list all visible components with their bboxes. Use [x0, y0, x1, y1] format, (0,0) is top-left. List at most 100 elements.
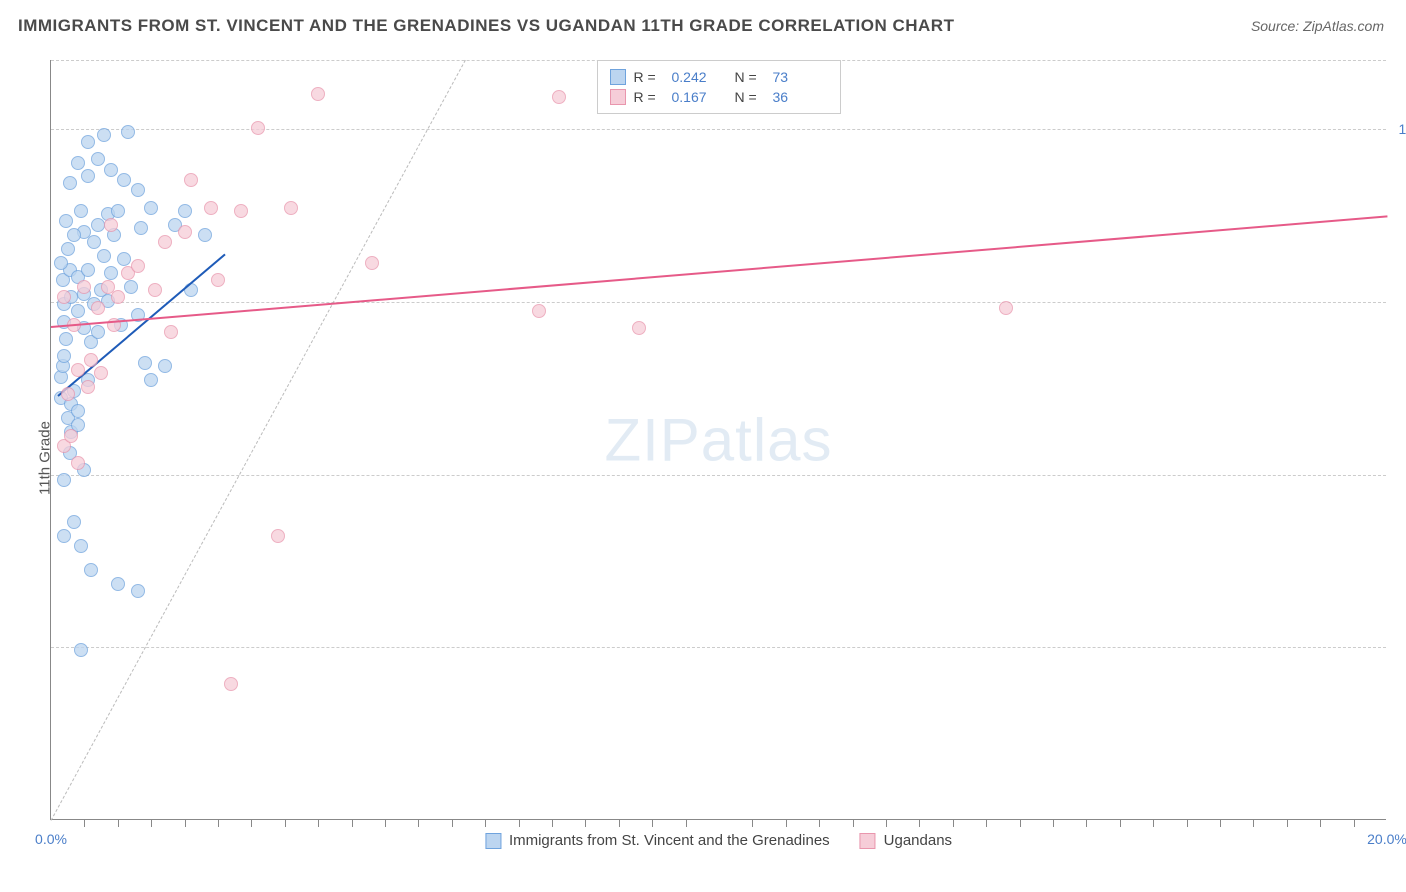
x-tick	[1086, 819, 1087, 827]
data-point	[87, 235, 101, 249]
x-tick	[585, 819, 586, 827]
x-tick	[886, 819, 887, 827]
y-tick-label: 85.0%	[1391, 639, 1406, 655]
data-point	[67, 228, 81, 242]
data-point	[74, 643, 88, 657]
data-point	[104, 266, 118, 280]
data-point	[57, 290, 71, 304]
legend-swatch	[610, 89, 626, 105]
data-point	[71, 456, 85, 470]
data-point	[54, 256, 68, 270]
data-point	[632, 321, 646, 335]
x-tick	[1120, 819, 1121, 827]
data-point	[57, 349, 71, 363]
data-point	[999, 301, 1013, 315]
x-tick	[352, 819, 353, 827]
data-point	[131, 259, 145, 273]
data-point	[111, 204, 125, 218]
data-point	[144, 201, 158, 215]
data-point	[61, 242, 75, 256]
plot-area: ZIPatlas R =0.242N =73R =0.167N =36 Immi…	[50, 60, 1386, 820]
gridline	[51, 302, 1386, 303]
data-point	[131, 183, 145, 197]
x-tick	[853, 819, 854, 827]
legend-n-label: N =	[735, 69, 765, 85]
x-tick	[686, 819, 687, 827]
data-point	[158, 359, 172, 373]
data-point	[74, 204, 88, 218]
data-point	[91, 301, 105, 315]
data-point	[234, 204, 248, 218]
x-tick	[1320, 819, 1321, 827]
data-point	[97, 128, 111, 142]
legend-label: Immigrants from St. Vincent and the Gren…	[509, 832, 830, 849]
x-tick	[218, 819, 219, 827]
data-point	[124, 280, 138, 294]
data-point	[61, 387, 75, 401]
legend-stat-row: R =0.242N =73	[610, 67, 828, 87]
legend-n-value: 36	[773, 89, 828, 105]
x-tick	[519, 819, 520, 827]
legend-n-label: N =	[735, 89, 765, 105]
data-point	[184, 173, 198, 187]
legend-r-value: 0.242	[672, 69, 727, 85]
legend-stats: R =0.242N =73R =0.167N =36	[597, 60, 841, 114]
data-point	[111, 290, 125, 304]
x-tick	[285, 819, 286, 827]
data-point	[81, 380, 95, 394]
legend-r-label: R =	[634, 89, 664, 105]
y-tick-label: 90.0%	[1391, 467, 1406, 483]
x-tick	[819, 819, 820, 827]
legend-swatch	[610, 69, 626, 85]
data-point	[91, 325, 105, 339]
legend-series: Immigrants from St. Vincent and the Gren…	[485, 832, 952, 849]
data-point	[178, 225, 192, 239]
data-point	[134, 221, 148, 235]
x-tick	[786, 819, 787, 827]
data-point	[271, 529, 285, 543]
x-tick	[1354, 819, 1355, 827]
x-tick	[1253, 819, 1254, 827]
data-point	[111, 577, 125, 591]
x-tick	[251, 819, 252, 827]
watermark: ZIPatlas	[604, 405, 832, 474]
data-point	[178, 204, 192, 218]
x-tick	[1220, 819, 1221, 827]
data-point	[121, 125, 135, 139]
x-tick	[1053, 819, 1054, 827]
x-tick	[652, 819, 653, 827]
data-point	[144, 373, 158, 387]
x-tick-label: 20.0%	[1367, 831, 1406, 847]
data-point	[84, 353, 98, 367]
data-point	[77, 280, 91, 294]
legend-stat-row: R =0.167N =36	[610, 87, 828, 107]
data-point	[224, 677, 238, 691]
data-point	[94, 366, 108, 380]
data-point	[311, 87, 325, 101]
data-point	[59, 214, 73, 228]
data-point	[71, 404, 85, 418]
x-tick	[118, 819, 119, 827]
data-point	[117, 173, 131, 187]
trend-line	[51, 215, 1387, 328]
data-point	[365, 256, 379, 270]
data-point	[211, 273, 225, 287]
legend-swatch	[485, 833, 501, 849]
data-point	[71, 304, 85, 318]
x-tick	[318, 819, 319, 827]
y-tick-label: 95.0%	[1391, 294, 1406, 310]
x-tick	[452, 819, 453, 827]
x-tick	[84, 819, 85, 827]
data-point	[67, 515, 81, 529]
data-point	[84, 563, 98, 577]
data-point	[251, 121, 265, 135]
legend-r-label: R =	[634, 69, 664, 85]
data-point	[552, 90, 566, 104]
data-point	[284, 201, 298, 215]
x-tick	[418, 819, 419, 827]
data-point	[57, 473, 71, 487]
source-label: Source: ZipAtlas.com	[1251, 18, 1384, 34]
data-point	[71, 363, 85, 377]
chart-title: IMMIGRANTS FROM ST. VINCENT AND THE GREN…	[18, 16, 954, 36]
x-tick	[1287, 819, 1288, 827]
